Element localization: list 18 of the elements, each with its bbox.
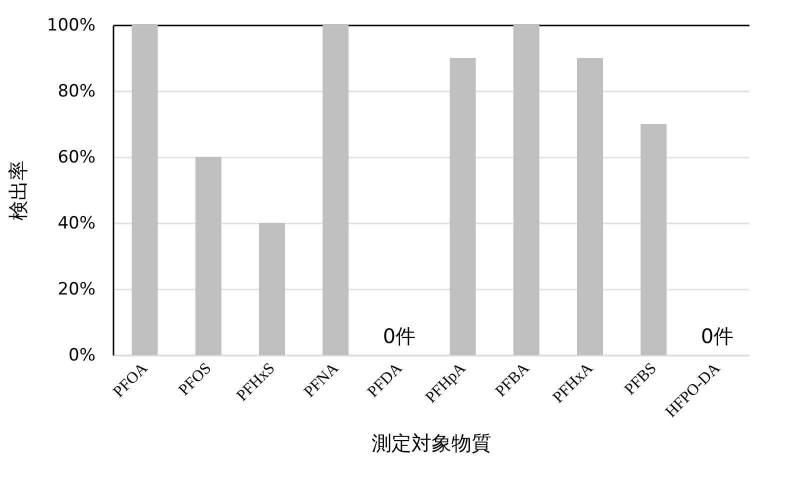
bar (640, 124, 667, 355)
x-axis-title: 測定対象物質 (372, 431, 492, 456)
y-tick-label: 40% (58, 214, 96, 234)
bar (577, 58, 603, 355)
annotation: 0件 (700, 324, 734, 348)
bar (259, 223, 285, 355)
y-tick-label: 80% (58, 82, 96, 102)
y-tick-label: 20% (58, 280, 96, 300)
annotation: 0件 (382, 324, 416, 348)
bar (513, 25, 540, 355)
y-axis-title: 検出率 (6, 160, 30, 220)
bar (195, 157, 222, 355)
y-tick-label: 60% (58, 148, 96, 168)
bar (322, 25, 349, 355)
bar (450, 58, 476, 355)
y-tick-label: 100% (46, 16, 96, 36)
bar (132, 25, 158, 355)
y-tick-label: 0% (68, 346, 96, 366)
